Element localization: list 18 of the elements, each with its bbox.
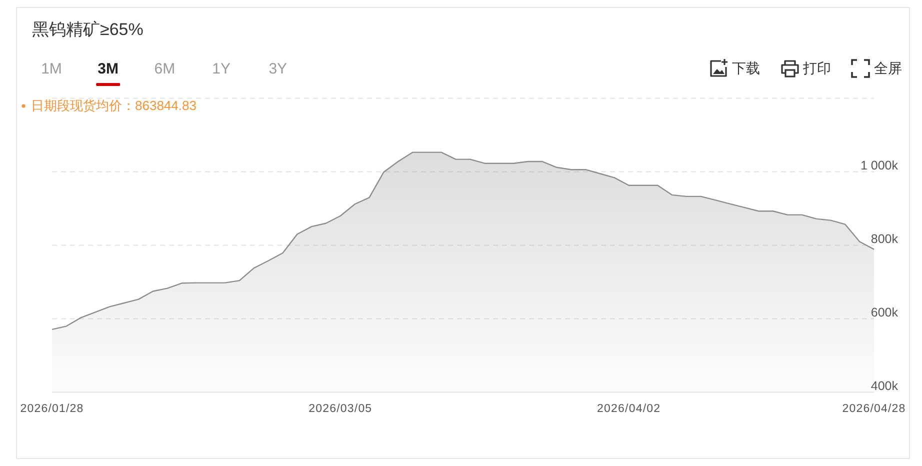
- text: 下载: [732, 60, 760, 76]
- annotation: 日期段现货均价：863844.83: [31, 98, 196, 113]
- text: 1M: [41, 60, 62, 78]
- y-tick-label: 400k: [870, 378, 899, 393]
- y-tick-label: 600k: [870, 305, 899, 320]
- x-tick-label: 2026/01/28: [20, 403, 84, 415]
- x-tick-label: 2026/03/05: [308, 403, 372, 415]
- text: 打印: [802, 60, 831, 76]
- text: 3M: [98, 60, 119, 78]
- chart-title: 黑钨精矿≥65%: [32, 20, 144, 39]
- y-tick-label: 800k: [870, 232, 899, 246]
- text: 1Y: [212, 60, 230, 78]
- text: 全屏: [874, 60, 902, 76]
- x-tick-label: 2026/04/02: [597, 403, 661, 415]
- x-tick-label: 2026/04/28: [842, 403, 906, 415]
- y-tick-label: 1 000k: [860, 158, 899, 172]
- text: 3Y: [268, 60, 288, 78]
- text: 6M: [154, 60, 176, 78]
